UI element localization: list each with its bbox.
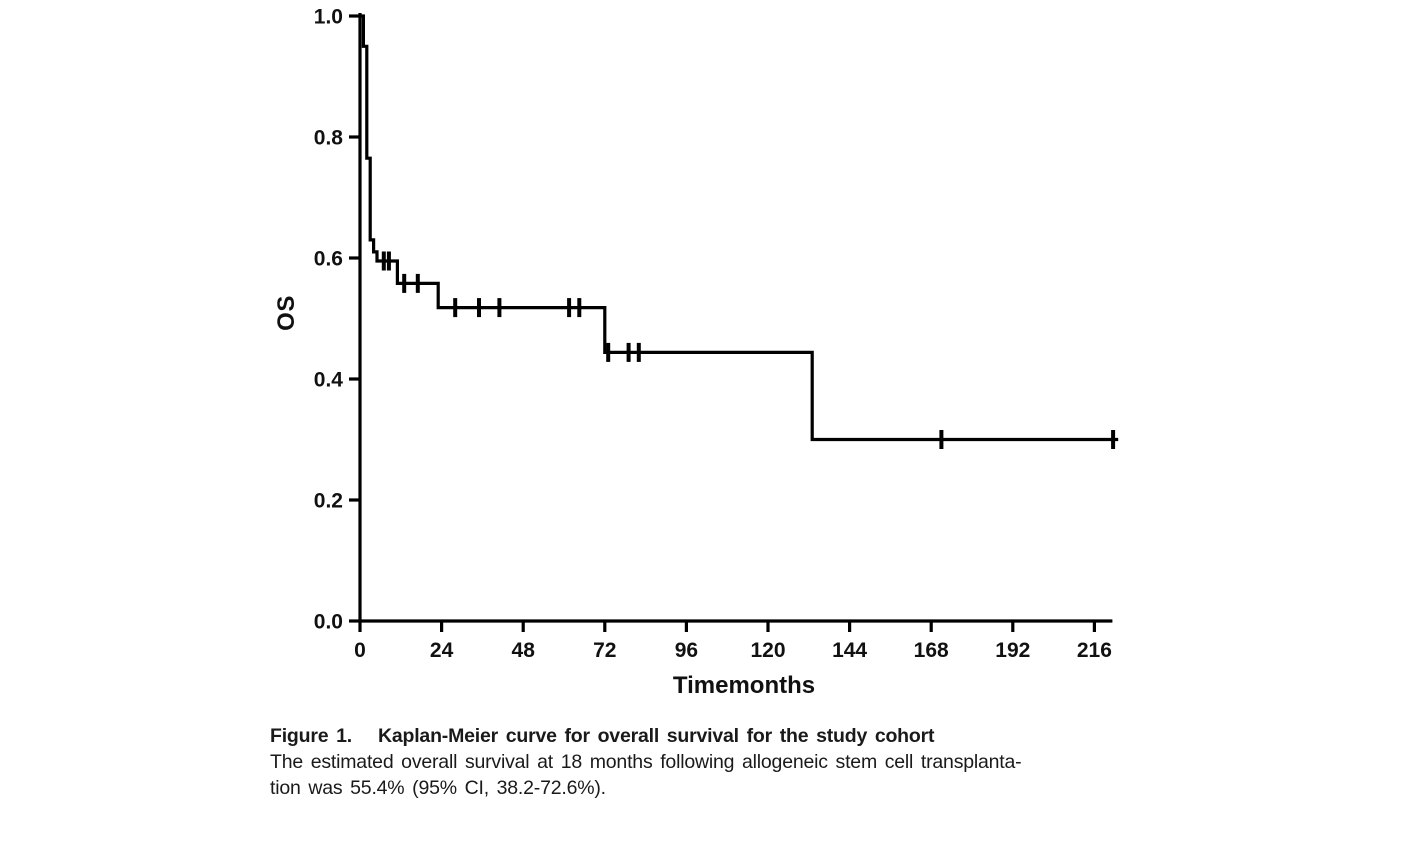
figure-title: Kaplan-Meier curve for overall survival … [377,725,935,747]
figure-caption: Figure 1. Kaplan-Meier curve for overall … [270,723,1170,801]
caption-body-line-1: The estimated overall survival at 18 mon… [270,751,1022,773]
x-tick-label: 72 [593,639,616,662]
survival-curve [360,14,1119,442]
x-tick-label: 48 [512,639,536,662]
x-tick-label: 144 [832,639,867,662]
caption-body-line-2: tion was 55.4% (95% CI, 38.2-72.6%). [270,777,606,799]
x-tick-label: 192 [995,639,1030,662]
figure-number-label: Figure 1. [270,725,352,747]
x-axis-title: Timemonths [672,672,816,699]
x-tick-label: 168 [914,639,949,662]
y-tick-label: 1.0 [314,6,343,29]
y-tick-label: 0.4 [314,369,344,392]
x-tick-label: 0 [354,639,366,662]
y-tick-label: 0.2 [314,490,343,513]
axes [358,13,1113,623]
y-tick-label: 0.0 [314,611,343,634]
y-axis-title: OS [273,295,300,331]
y-tick-label: 0.6 [314,248,343,271]
x-tick-label: 120 [750,639,785,662]
y-tick-label: 0.8 [314,127,344,150]
x-tick-label: 216 [1077,639,1112,662]
x-tick-label: 24 [430,639,454,662]
caption-heading: Figure 1. Kaplan-Meier curve for overall … [270,723,1170,749]
x-tick-label: 96 [675,639,698,662]
